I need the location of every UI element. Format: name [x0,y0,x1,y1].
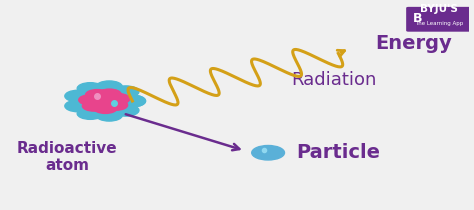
Circle shape [82,101,106,111]
Circle shape [104,100,128,110]
Text: BYJU'S: BYJU'S [420,4,458,14]
Text: B: B [413,12,423,25]
Circle shape [65,90,91,102]
Circle shape [77,83,103,94]
Circle shape [119,95,146,107]
Text: Particle: Particle [296,143,380,162]
Circle shape [252,146,284,160]
Text: Energy: Energy [376,34,453,52]
Circle shape [94,96,115,106]
Text: Radiation: Radiation [292,71,377,89]
Text: Radioactive
atom: Radioactive atom [17,141,117,173]
Circle shape [106,94,129,104]
Circle shape [96,109,122,121]
Circle shape [96,81,122,93]
Circle shape [98,89,121,100]
Circle shape [113,105,139,116]
Circle shape [94,103,117,113]
Circle shape [113,86,139,97]
Circle shape [65,100,91,112]
Circle shape [79,95,102,105]
Circle shape [106,94,129,104]
Circle shape [86,90,109,100]
Text: The Learning App: The Learning App [415,21,463,26]
FancyBboxPatch shape [406,7,472,32]
Circle shape [119,95,146,107]
Circle shape [77,108,103,119]
